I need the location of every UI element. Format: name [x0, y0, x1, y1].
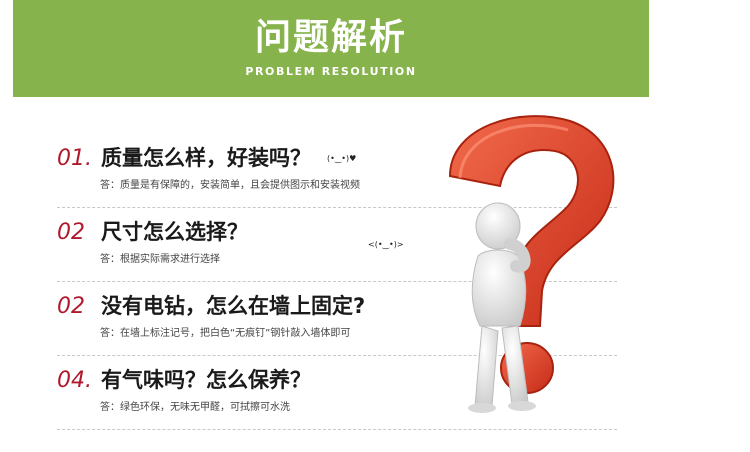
faq-list: 01. 质量怎么样，好装吗？ (•‿•)♥ 答：质量是有保障的，安装简单，且会提供… [57, 139, 617, 435]
page-subtitle: PROBLEM RESOLUTION [245, 65, 417, 78]
faq-question: 没有电钻，怎么在墙上固定? [101, 294, 366, 318]
faq-number: 01. [57, 146, 92, 171]
faq-question: 尺寸怎么选择？ [101, 220, 248, 244]
faq-answer: 答：根据实际需求进行选择 [100, 254, 220, 265]
faq-item: 02 尺寸怎么选择？ 答：根据实际需求进行选择 [57, 213, 617, 282]
page-title: 问题解析 [254, 17, 407, 58]
faq-number: 02 [57, 220, 85, 245]
emoticon: (•‿•)♥ [327, 154, 357, 163]
header-banner: 问题解析 PROBLEM RESOLUTION [13, 0, 649, 97]
faq-item: 02 没有电钻，怎么在墙上固定? 答：在墙上标注记号，把白色“无痕钉”钢针敲入墙… [57, 287, 617, 356]
floating-emoticon: <(•‿•)> [368, 240, 404, 249]
faq-number: 02 [57, 294, 85, 319]
faq-answer: 答：在墙上标注记号，把白色“无痕钉”钢针敲入墙体即可 [100, 328, 351, 339]
faq-answer: 答：质量是有保障的，安装简单，且会提供图示和安装视频 [100, 180, 360, 191]
faq-answer: 答：绿色环保，无味无甲醛，可拭擦可水洗 [100, 402, 290, 413]
person-thinking-question-mark-icon [448, 115, 615, 413]
faq-item: 01. 质量怎么样，好装吗？ (•‿•)♥ 答：质量是有保障的，安装简单，且会提供… [57, 139, 617, 208]
faq-number: 04. [57, 368, 92, 393]
faq-item: 04. 有气味吗？怎么保养？ 答：绿色环保，无味无甲醛，可拭擦可水洗 [57, 361, 617, 430]
faq-question: 有气味吗？怎么保养？ [101, 368, 311, 392]
faq-question: 质量怎么样，好装吗？ (•‿•)♥ [101, 146, 357, 170]
